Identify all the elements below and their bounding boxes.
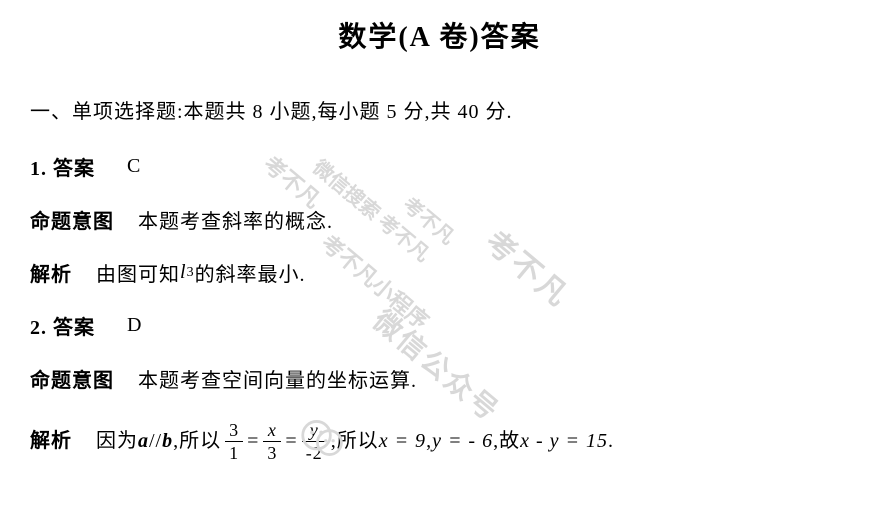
q2-yeq: y = - 6	[432, 417, 493, 465]
q2-frac2: x 3	[263, 421, 281, 462]
q2-eq1: =	[247, 417, 259, 465]
q2-vec-a: a	[138, 417, 149, 465]
q2-xeq: x = 9	[379, 417, 426, 465]
q2-p3: ,所以	[331, 417, 379, 465]
q1-answer-label: 1. 答案	[30, 152, 95, 181]
q2-parallel: //	[149, 417, 162, 465]
q2-answer-label: 2. 答案	[30, 311, 95, 340]
q2-frac1-den: 1	[225, 441, 243, 462]
q1-analysis-suffix: 的斜率最小.	[195, 258, 306, 287]
q1-answer-line: 1. 答案 C	[30, 152, 849, 181]
q2-frac3-num: y	[306, 421, 323, 441]
q1-analysis-sub: 3	[187, 265, 195, 281]
q2-p1: 因为	[96, 417, 138, 465]
q2-vec-b: b	[162, 417, 173, 465]
q2-p2: ,所以	[173, 417, 221, 465]
page-title: 数学(A 卷)答案	[0, 15, 879, 55]
q2-eq2: =	[285, 417, 297, 465]
question-1: 1. 答案 C 命题意图 本题考查斜率的概念. 解析 由图可知 l 3 的斜率最…	[30, 152, 849, 287]
q1-analysis-label: 解析	[30, 258, 72, 287]
q2-frac1: 3 1	[225, 421, 243, 462]
q1-analysis-prefix: 由图可知	[96, 258, 180, 287]
q2-intent-label: 命题意图	[30, 364, 114, 393]
q2-period: .	[608, 417, 614, 465]
q2-frac3: y -2	[302, 421, 327, 462]
q1-intent-label: 命题意图	[30, 205, 114, 234]
section-header: 一、单项选择题:本题共 8 小题,每小题 5 分,共 40 分.	[30, 95, 849, 124]
q2-frac2-num: x	[264, 421, 281, 441]
q2-intent-line: 命题意图 本题考查空间向量的坐标运算.	[30, 364, 849, 393]
q2-result: x - y = 15	[520, 417, 608, 465]
content-area: 一、单项选择题:本题共 8 小题,每小题 5 分,共 40 分. 1. 答案 C…	[0, 95, 879, 465]
q1-intent-line: 命题意图 本题考查斜率的概念.	[30, 205, 849, 234]
q2-answer-line: 2. 答案 D	[30, 311, 849, 340]
q1-intent-text: 本题考查斜率的概念.	[138, 205, 333, 234]
q2-frac3-den: -2	[302, 441, 327, 462]
q2-analysis-line: 解析 因为 a // b ,所以 3 1 = x 3 = y -2 ,所以 x …	[30, 417, 849, 465]
question-2: 2. 答案 D 命题意图 本题考查空间向量的坐标运算. 解析 因为 a // b…	[30, 311, 849, 465]
q2-frac1-num: 3	[225, 421, 243, 441]
q2-answer-letter: D	[127, 314, 142, 337]
q2-frac2-den: 3	[263, 441, 281, 462]
q2-analysis-label: 解析	[30, 417, 72, 465]
q1-answer-letter: C	[127, 155, 141, 178]
q2-p4: ,故	[493, 417, 520, 465]
q2-intent-text: 本题考查空间向量的坐标运算.	[138, 364, 417, 393]
q1-analysis-line: 解析 由图可知 l 3 的斜率最小.	[30, 258, 849, 287]
